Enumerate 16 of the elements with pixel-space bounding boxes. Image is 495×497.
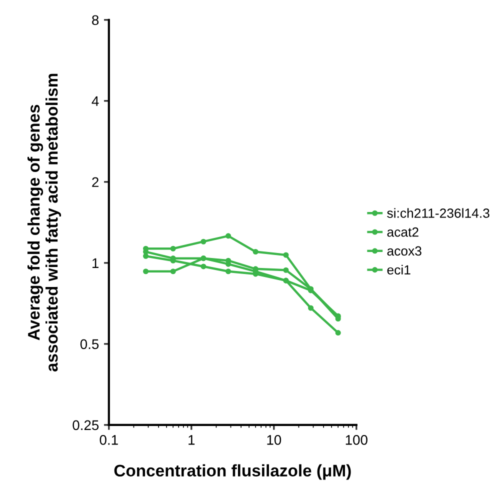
x-tick-label: 100 xyxy=(346,435,368,445)
y-tick-label: 0.5 xyxy=(80,339,99,350)
y-tick-label: 2 xyxy=(92,177,98,187)
x-tick-label: 0.1 xyxy=(100,435,118,445)
legend-label: si:ch211-236l14.3 xyxy=(387,208,490,218)
y-tick-label: 4 xyxy=(92,96,99,106)
legend-label: acox3 xyxy=(387,246,422,256)
legend-label: eci1 xyxy=(387,264,410,275)
y-tick-label: 8 xyxy=(92,15,99,26)
legend-label: acat2 xyxy=(387,227,418,237)
y-tick-label: 1 xyxy=(92,258,98,268)
y-tick-label: 0.25 xyxy=(72,420,99,430)
y-axis-title: Average fold change of genes associated with fatty acid metabolism xyxy=(27,74,62,372)
x-tick-label: 1 xyxy=(188,435,195,445)
x-tick-label: 10 xyxy=(267,435,282,445)
x-axis-title: Concentration flusilazole (μM) xyxy=(114,464,351,480)
